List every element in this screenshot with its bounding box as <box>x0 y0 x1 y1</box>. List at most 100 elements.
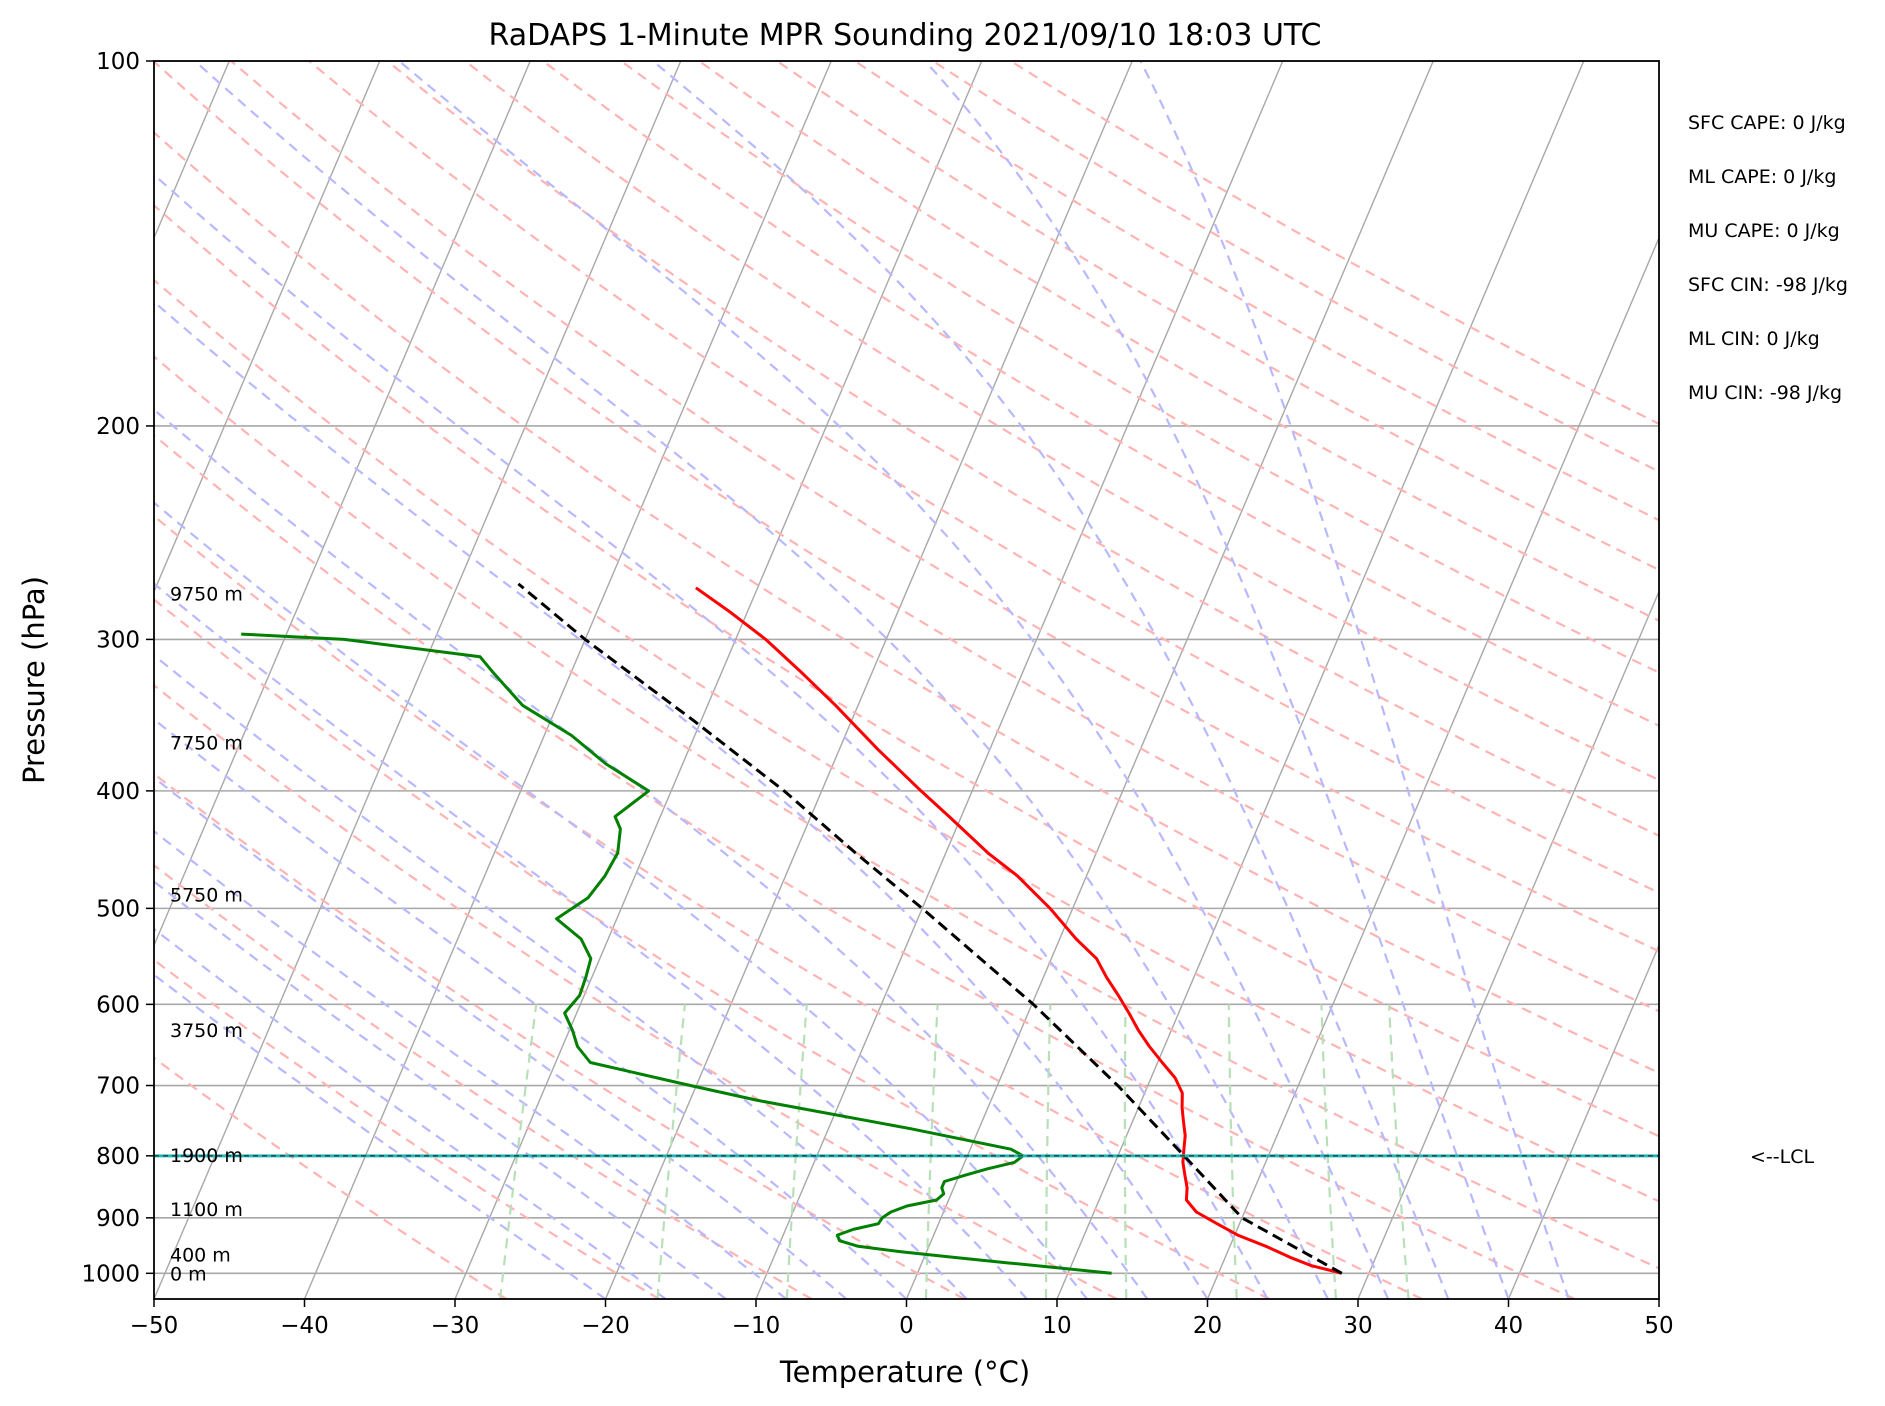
mixing-ratio-line <box>1123 1004 1128 1299</box>
moist-adiabat-line <box>154 300 1209 1299</box>
chart-title: RaDAPS 1-Minute MPR Sounding 2021/09/10 … <box>489 18 1322 53</box>
moist-adiabat-line <box>154 653 968 1299</box>
isotherm-line <box>154 61 531 948</box>
mixing-ratio-line <box>656 1004 686 1299</box>
stat-annotation: SFC CIN: -98 J/kg <box>1688 274 1848 296</box>
moist-adiabat-line <box>154 408 1149 1299</box>
series-line-dewpoint <box>241 632 1112 1275</box>
series-line-temperature <box>695 586 1343 1275</box>
dry-adiabat-line <box>154 772 965 1299</box>
x-tick-label: 30 <box>1343 1313 1372 1339</box>
height-label: 5750 m <box>170 885 243 907</box>
y-tick-label: 600 <box>96 992 140 1018</box>
isotherm-line <box>1507 943 1659 1299</box>
dry-adiabat-line <box>1010 61 1659 426</box>
x-tick-label: 40 <box>1494 1313 1523 1339</box>
stat-annotation: MU CAPE: 0 J/kg <box>1688 220 1840 242</box>
y-axis-label: Pressure (hPa) <box>17 576 51 784</box>
dry-adiabat-line <box>154 958 660 1299</box>
height-label: 9750 m <box>170 584 243 606</box>
x-axis-ticks: −50 −40 −30 −20 −10 0 10 20 30 40 50 <box>130 1299 1674 1339</box>
isotherm-line <box>1357 589 1659 1299</box>
stats-annotations: SFC CAPE: 0 J/kg ML CAPE: 0 J/kg MU CAPE: … <box>1688 112 1848 404</box>
x-tick-label: −10 <box>732 1313 781 1339</box>
dry-adiabat-line <box>154 131 1659 1075</box>
y-tick-label: 1000 <box>81 1261 140 1287</box>
moist-adiabat-line <box>1139 61 1570 1299</box>
mixing-ratio-line <box>785 1004 808 1299</box>
y-tick-label: 800 <box>96 1144 140 1170</box>
x-tick-label: 20 <box>1193 1313 1222 1339</box>
dry-adiabat-line <box>154 514 1423 1299</box>
moist-adiabat-line <box>154 927 667 1299</box>
series-layer <box>154 582 1659 1275</box>
x-tick-label: 10 <box>1042 1313 1071 1339</box>
isotherm-line <box>154 61 682 1299</box>
dry-adiabat-line <box>230 61 1659 953</box>
x-tick-label: −30 <box>431 1313 480 1339</box>
dry-adiabat-line <box>698 61 1659 622</box>
y-tick-label: 300 <box>96 627 140 653</box>
isotherm-line <box>905 61 1434 1299</box>
y-tick-label: 700 <box>96 1074 140 1100</box>
y-tick-label: 500 <box>96 896 140 922</box>
height-label: 7750 m <box>170 733 243 755</box>
isotherm-line <box>1658 1297 1659 1299</box>
height-label: 400 m <box>170 1245 231 1267</box>
isotherm-line <box>303 61 832 1299</box>
dry-adiabat-line <box>154 1056 507 1299</box>
x-tick-label: 50 <box>1644 1313 1673 1339</box>
mixing-ratio-line <box>1320 1004 1338 1299</box>
dry-adiabat-line <box>154 61 1659 1013</box>
dry-adiabat-line <box>542 61 1659 727</box>
mixing-ratio-line <box>499 1004 538 1299</box>
moist-adiabat-line <box>154 973 607 1299</box>
height-label: 0 m <box>170 1263 207 1285</box>
dry-adiabat-line <box>154 433 1576 1299</box>
isotherm-line <box>755 61 1284 1299</box>
height-labels: 9750 m 7750 m 5750 m 3750 m 1900 m 1100 m 400 … <box>170 584 243 1286</box>
dry-adiabat-line <box>932 61 1659 473</box>
isotherm-line <box>1056 61 1585 1299</box>
lcl-label: <--LCL <box>1750 1146 1814 1168</box>
series-line-parcel <box>517 582 1343 1275</box>
background-lines <box>154 61 1659 1299</box>
y-tick-label: 900 <box>96 1206 140 1232</box>
height-label: 3750 m <box>170 1020 243 1042</box>
height-label: 1900 m <box>170 1145 243 1167</box>
dry-adiabat-line <box>154 355 1659 1270</box>
dry-adiabat-line <box>464 61 1659 782</box>
dry-adiabat-line <box>854 61 1659 522</box>
moist-adiabat-line <box>194 61 1329 1299</box>
stat-annotation: ML CAPE: 0 J/kg <box>1688 166 1836 188</box>
x-tick-label: −20 <box>581 1313 630 1339</box>
stat-annotation: ML CIN: 0 J/kg <box>1688 328 1820 350</box>
stat-annotation: SFC CAPE: 0 J/kg <box>1688 112 1846 134</box>
isotherm-line <box>454 61 983 1299</box>
dry-adiabat-line <box>154 278 1659 1203</box>
y-tick-label: 400 <box>96 779 140 805</box>
mixing-ratio-line <box>1044 1004 1052 1299</box>
y-axis-ticks: 100 200 300 400 500 600 700 800 900 1000 <box>81 49 154 1287</box>
moist-adiabat-line <box>154 880 727 1299</box>
isotherm-line <box>604 61 1133 1299</box>
y-tick-label: 200 <box>96 414 140 440</box>
x-tick-label: 0 <box>899 1313 914 1339</box>
x-tick-label: −50 <box>130 1313 179 1339</box>
x-axis-label: Temperature (°C) <box>779 1355 1030 1389</box>
mixing-ratio-line <box>924 1004 939 1299</box>
moist-adiabat-line <box>154 829 787 1299</box>
mixing-ratio-line <box>1227 1004 1238 1299</box>
moist-adiabat-line <box>154 501 1088 1299</box>
moist-adiabat-line <box>154 717 908 1299</box>
y-tick-label: 100 <box>96 49 140 75</box>
dry-adiabat-line <box>154 203 1659 1138</box>
moist-adiabat-line <box>398 61 1390 1299</box>
mixing-ratio-line <box>1388 1004 1410 1299</box>
moist-adiabat-line <box>924 61 1510 1299</box>
moist-adiabat-line <box>652 61 1450 1299</box>
moist-adiabat-line <box>154 173 1269 1299</box>
dry-adiabat-line <box>620 61 1659 674</box>
dry-adiabat-line <box>154 863 813 1299</box>
